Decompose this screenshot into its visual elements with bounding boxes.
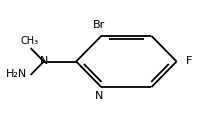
Text: CH₃: CH₃ [20, 36, 38, 46]
Text: F: F [186, 56, 192, 67]
Text: N: N [39, 56, 48, 67]
Text: N: N [95, 91, 103, 101]
Text: H₂N: H₂N [6, 69, 27, 79]
Text: Br: Br [93, 20, 105, 30]
